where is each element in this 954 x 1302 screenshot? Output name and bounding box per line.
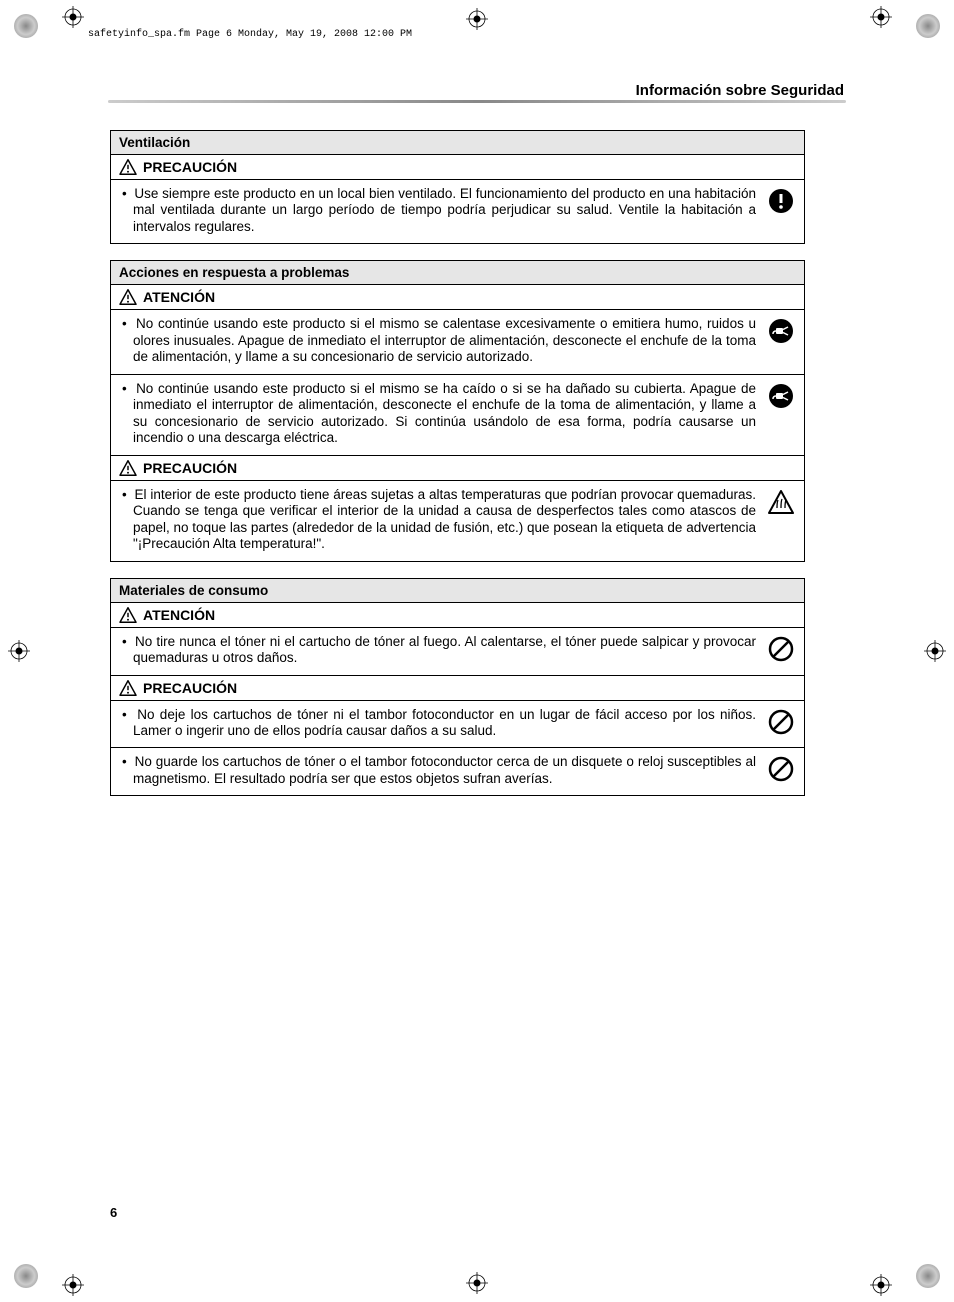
warning-level-row: PRECAUCIÓN [111, 155, 804, 180]
unplug-icon [768, 318, 794, 344]
warning-item-icon [766, 316, 796, 365]
section-header: Ventilación [111, 131, 804, 155]
header-rule [108, 100, 846, 103]
prohibit-icon [768, 709, 794, 735]
warning-level-row: ATENCIÓN [111, 603, 804, 628]
warning-item-icon [766, 186, 796, 235]
warning-level-row: PRECAUCIÓN [111, 456, 804, 481]
cropmark-icon [870, 6, 892, 28]
cropmark-icon [62, 1274, 84, 1296]
warning-text: El interior de este producto tiene áreas… [119, 487, 756, 553]
warning-text: No guarde los cartuchos de tóner o el ta… [119, 754, 756, 787]
section-header: Materiales de consumo [111, 579, 804, 603]
corner-circle [916, 1264, 940, 1288]
content-area: Ventilación PRECAUCIÓN Use siempre este pr… [110, 130, 805, 812]
section: Ventilación PRECAUCIÓN Use siempre este pr… [110, 130, 805, 244]
corner-circle [14, 1264, 38, 1288]
cropmark-icon [466, 8, 488, 30]
prohibit-icon [768, 636, 794, 662]
warning-label: PRECAUCIÓN [143, 460, 237, 476]
warning-item-icon [766, 487, 796, 553]
warning-item-icon [766, 754, 796, 787]
cropmark-icon [466, 1272, 488, 1294]
warning-triangle-icon [119, 680, 137, 696]
warning-triangle-icon [119, 460, 137, 476]
warning-item: El interior de este producto tiene áreas… [111, 481, 804, 561]
warning-label: ATENCIÓN [143, 289, 215, 305]
corner-circle [14, 14, 38, 38]
warning-label: PRECAUCIÓN [143, 159, 237, 175]
warning-item: No continúe usando este producto si el m… [111, 375, 804, 456]
cropmark-icon [62, 6, 84, 28]
prohibit-icon [768, 756, 794, 782]
corner-circle [916, 14, 940, 38]
warning-label: PRECAUCIÓN [143, 680, 237, 696]
section-header: Acciones en respuesta a problemas [111, 261, 804, 285]
warning-level-row: ATENCIÓN [111, 285, 804, 310]
warning-item: No tire nunca el tóner ni el cartucho de… [111, 628, 804, 676]
warning-triangle-icon [119, 607, 137, 623]
mandatory-icon [768, 188, 794, 214]
warning-item: No deje los cartuchos de tóner ni el tam… [111, 701, 804, 749]
cropmark-icon [8, 640, 30, 662]
unplug-icon [768, 383, 794, 409]
section: Materiales de consumo ATENCIÓN No tire nun… [110, 578, 805, 797]
warning-label: ATENCIÓN [143, 607, 215, 623]
warning-text: No deje los cartuchos de tóner ni el tam… [119, 707, 756, 740]
warning-item: Use siempre este producto en un local bi… [111, 180, 804, 243]
warning-item-icon [766, 381, 796, 447]
warning-text: No continúe usando este producto si el m… [119, 316, 756, 365]
file-header-text: safetyinfo_spa.fm Page 6 Monday, May 19,… [88, 29, 412, 40]
page-number: 6 [110, 1205, 117, 1220]
hot-icon [768, 489, 794, 515]
warning-item: No continúe usando este producto si el m… [111, 310, 804, 374]
section: Acciones en respuesta a problemas ATENCIÓ… [110, 260, 805, 561]
cropmark-icon [924, 640, 946, 662]
warning-item-icon [766, 634, 796, 667]
warning-text: No tire nunca el tóner ni el cartucho de… [119, 634, 756, 667]
page-title: Información sobre Seguridad [636, 82, 844, 99]
cropmark-icon [870, 1274, 892, 1296]
warning-triangle-icon [119, 159, 137, 175]
warning-triangle-icon [119, 289, 137, 305]
warning-item-icon [766, 707, 796, 740]
warning-level-row: PRECAUCIÓN [111, 676, 804, 701]
warning-text: Use siempre este producto en un local bi… [119, 186, 756, 235]
warning-item: No guarde los cartuchos de tóner o el ta… [111, 748, 804, 795]
warning-text: No continúe usando este producto si el m… [119, 381, 756, 447]
